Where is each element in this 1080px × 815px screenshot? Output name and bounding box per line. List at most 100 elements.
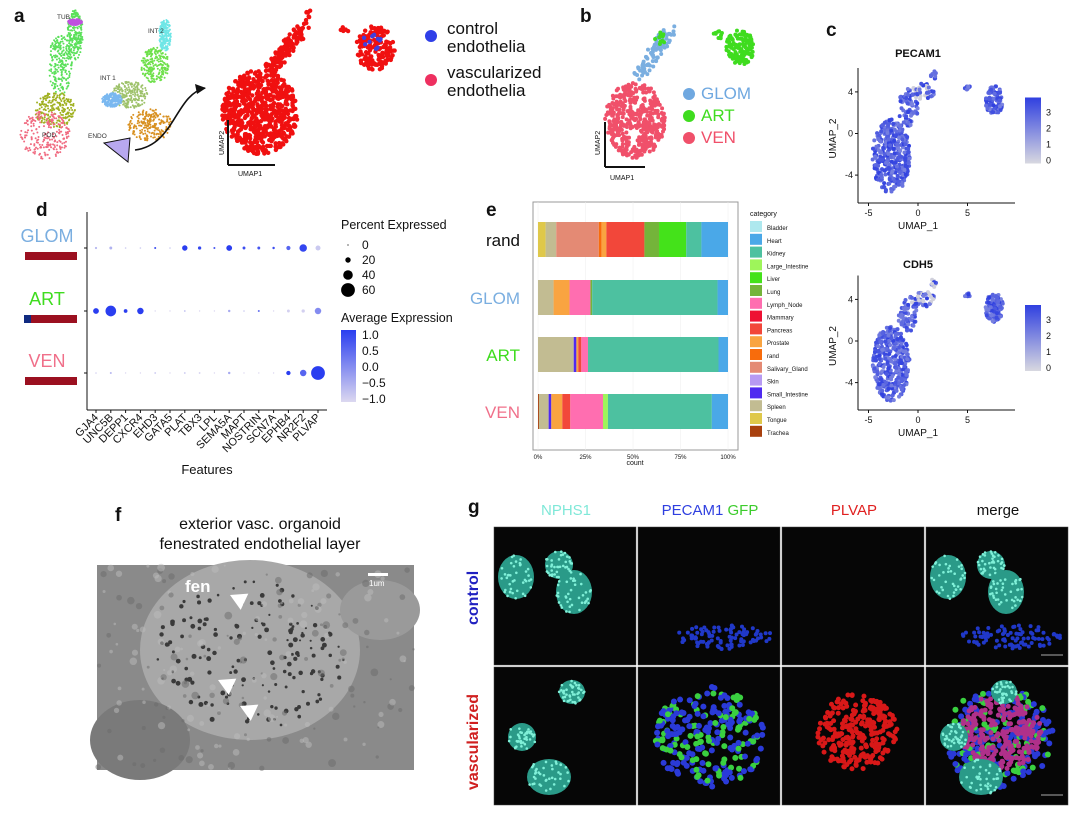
umap-point	[879, 172, 884, 177]
cluster-point	[54, 71, 57, 74]
umap-point	[891, 398, 896, 403]
cluster-point	[103, 96, 106, 99]
cluster-point	[32, 119, 35, 122]
umap-point	[899, 322, 904, 327]
umap-point	[882, 120, 887, 125]
umap-point	[603, 116, 608, 121]
cluster-point	[143, 129, 146, 132]
umap-point	[924, 90, 929, 95]
umap-point	[879, 377, 884, 382]
cluster-point	[31, 116, 34, 119]
cluster-point	[161, 35, 164, 38]
cluster-point	[61, 134, 64, 137]
cluster-point	[136, 103, 139, 106]
cluster-point	[113, 89, 116, 92]
axis-label-umap2: UMAP2	[219, 131, 226, 155]
cluster-point	[104, 102, 107, 105]
umap-point	[654, 98, 659, 103]
cluster-point	[123, 94, 126, 97]
cluster-point	[62, 49, 65, 52]
umap-point	[369, 66, 374, 72]
cluster-point	[138, 97, 141, 100]
cluster-point	[51, 100, 54, 103]
cluster-point	[55, 37, 58, 40]
cluster-point	[38, 125, 41, 128]
cluster-point	[155, 55, 158, 58]
umap-point	[646, 113, 651, 118]
umap-point	[277, 140, 282, 146]
umap-point	[904, 341, 909, 346]
umap-point	[306, 25, 311, 30]
umap-point	[879, 150, 884, 155]
umap-point	[893, 332, 898, 337]
cluster-point	[29, 117, 32, 120]
umap-point	[242, 146, 247, 151]
umap-point	[883, 339, 888, 344]
umap-point	[274, 118, 280, 123]
cluster-point	[68, 55, 71, 58]
cluster-point	[163, 31, 166, 34]
umap-point	[894, 369, 899, 374]
umap-point	[656, 115, 661, 120]
cluster-point	[61, 103, 64, 106]
cluster-label: ENDO	[88, 133, 107, 140]
cluster-point	[129, 82, 132, 85]
axis-label-umap2: UMAP2	[595, 131, 602, 155]
cluster-point	[54, 64, 57, 67]
cluster-point	[56, 55, 59, 58]
umap-point	[886, 137, 891, 142]
cluster-point	[63, 91, 66, 94]
umap-point	[897, 170, 902, 175]
umap-point	[374, 62, 380, 68]
cluster-point	[54, 86, 57, 89]
cluster-point	[53, 39, 56, 42]
cluster-point	[165, 69, 168, 72]
cluster-point	[161, 63, 164, 66]
umap-point	[886, 165, 891, 170]
cluster-point	[60, 146, 63, 149]
cluster-point	[140, 69, 143, 72]
umap-point	[915, 101, 920, 106]
umap-point	[899, 387, 904, 392]
umap-point	[729, 45, 734, 50]
umap-point	[893, 160, 898, 165]
umap-point	[651, 145, 656, 150]
axis-label-umap1: UMAP1	[610, 175, 634, 182]
cluster-point	[157, 60, 160, 63]
cluster-point	[56, 94, 59, 97]
umap-point	[647, 68, 652, 73]
umap-point	[293, 33, 298, 38]
cluster-point	[125, 92, 128, 95]
umap-point	[647, 149, 652, 154]
cluster-point	[53, 72, 56, 75]
cluster-point	[79, 37, 82, 40]
umap-point	[277, 112, 283, 117]
cluster-point	[54, 92, 57, 95]
cluster-point	[74, 21, 77, 24]
cluster-point	[70, 22, 73, 25]
umap-point	[917, 87, 922, 92]
cluster-point	[134, 81, 137, 84]
umap-point	[232, 99, 238, 105]
cluster-point	[166, 63, 169, 66]
umap-point	[738, 49, 743, 54]
umap-point	[392, 48, 397, 53]
cluster-point	[60, 73, 63, 76]
cluster-point	[143, 97, 146, 100]
umap-point	[886, 151, 891, 156]
cluster-point	[66, 122, 69, 125]
cluster-point	[50, 113, 53, 116]
umap-point	[268, 115, 273, 121]
cluster-point	[143, 126, 146, 129]
cluster-point	[67, 84, 70, 87]
cluster-point	[142, 109, 145, 112]
cluster-point	[42, 97, 45, 100]
cluster-point	[35, 116, 38, 119]
umap-point	[897, 394, 902, 399]
x-tick-label: 0	[915, 208, 920, 218]
umap-point	[889, 128, 894, 133]
cluster-point	[47, 110, 50, 113]
cluster-point	[39, 97, 42, 100]
umap-point	[645, 126, 650, 131]
cluster-point	[64, 51, 67, 54]
